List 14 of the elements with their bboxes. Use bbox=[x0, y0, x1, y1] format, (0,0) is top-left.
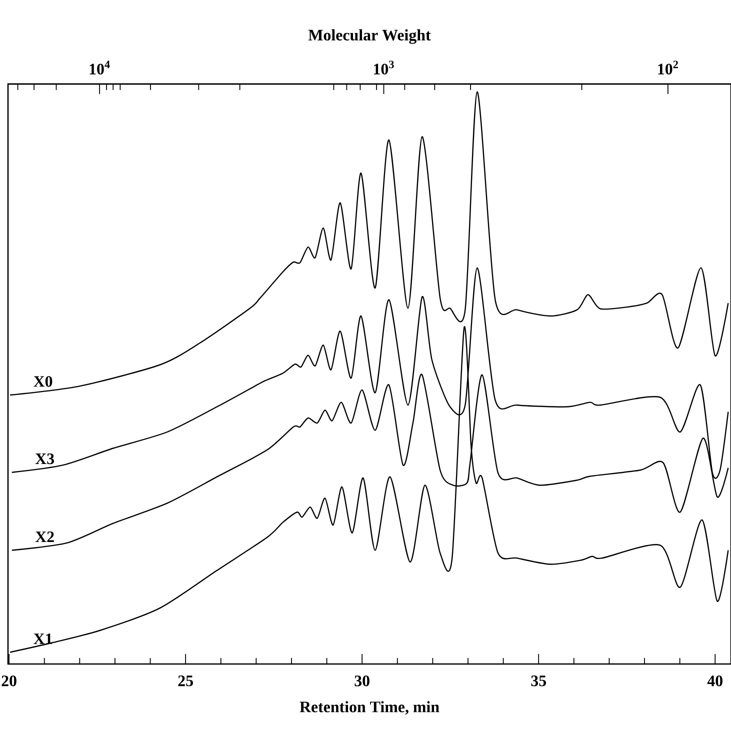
series-label: X3 bbox=[35, 453, 54, 464]
x-tick-label: 20 bbox=[2, 676, 16, 686]
x-tick-label: 25 bbox=[178, 676, 193, 686]
x2-tick-label: 10$^{3}$ bbox=[374, 60, 394, 74]
x-tick-label: 35 bbox=[531, 676, 546, 686]
x-tick-label: 40 bbox=[707, 676, 722, 686]
x-axis-title: Retention Time, min bbox=[300, 701, 440, 715]
x2-tick-label: 10$^{4}$ bbox=[90, 60, 110, 74]
x-tick-label: 30 bbox=[354, 676, 370, 686]
series-label: X1 bbox=[34, 634, 52, 644]
x2-axis-title: Molecular Weight bbox=[308, 29, 431, 44]
series-label: X0 bbox=[34, 376, 52, 387]
series-label: X2 bbox=[35, 532, 54, 542]
x2-tick-label: 10$^{2}$ bbox=[658, 60, 678, 74]
